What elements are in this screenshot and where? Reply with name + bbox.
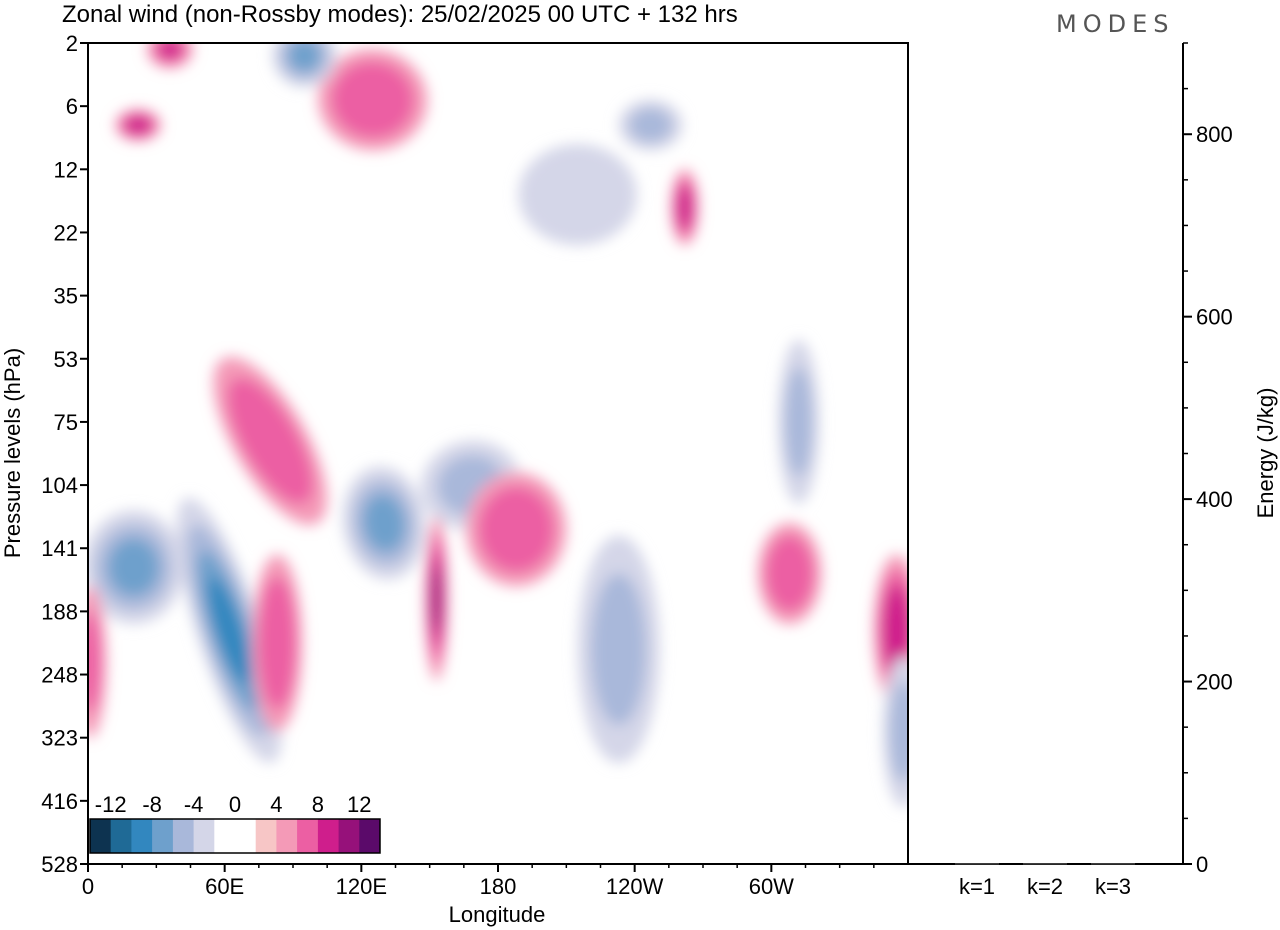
- y-tick-label: 22: [54, 220, 78, 245]
- x-tick-label: 0: [82, 874, 94, 899]
- x-tick-label: 180: [480, 874, 517, 899]
- colorbar-tick-label: -4: [184, 792, 204, 817]
- colorbar-swatch: [235, 819, 257, 853]
- x-tick-label: 60W: [749, 874, 794, 899]
- energy-axis-label: Energy (J/kg): [1253, 388, 1278, 519]
- wind-anomaly-blob-19-level-3: [640, 116, 662, 134]
- wind-anomaly-blob-15-level-4: [359, 87, 387, 113]
- y-tick-label: 323: [41, 726, 78, 751]
- colorbar-tick-label: 8: [312, 792, 324, 817]
- wind-anomaly-blob-20-level-5: [682, 199, 688, 215]
- y-tick-label: 248: [41, 663, 78, 688]
- wind-anomaly-blob-9-level-5: [434, 582, 439, 616]
- colorbar-tick-label: 4: [270, 792, 282, 817]
- wind-anomaly-blob-14-level-3: [896, 706, 908, 757]
- wind-anomaly-blob-5-level-4: [270, 620, 284, 666]
- colorbar-swatch: [90, 819, 112, 853]
- colorbar-swatch: [110, 819, 132, 853]
- wind-anomaly-blob-11-level-3: [791, 394, 806, 450]
- y-tick-label: 104: [41, 473, 78, 498]
- pressure-axis: 2 6 12 22 35 53 75 104 141 188 248 323 416 528: [41, 31, 88, 877]
- wind-anomaly-blob-22-level-3: [88, 636, 96, 688]
- energy-category-label: k=2: [1027, 874, 1063, 899]
- colorbar-frame: [89, 818, 381, 854]
- energy-tick-label: 800: [1196, 122, 1233, 147]
- energy-category-label: k=1: [959, 874, 995, 899]
- energy-bar: [955, 863, 999, 865]
- x-axis-label: Longitude: [449, 902, 546, 927]
- colorbar: -12 -8 -4 0 4 8 12: [89, 792, 381, 854]
- wind-anomaly-blob-18-level-5: [133, 121, 143, 129]
- y-tick-label: 53: [54, 347, 78, 372]
- wind-anomaly-blob-8-level-4: [503, 515, 529, 544]
- y-tick-label: 141: [41, 536, 78, 561]
- modes-logo: MODES: [1056, 10, 1174, 38]
- y-axis-label: Pressure levels (hPa): [0, 348, 25, 558]
- y-tick-label: 528: [41, 852, 78, 877]
- wind-anomaly-blob-13-level-5: [892, 615, 902, 646]
- longitude-axis: 0 60E 120E 180 120W 60W: [82, 864, 875, 899]
- energy-panel: 0 200 400 600 800 k=1 k=2 k=3: [955, 42, 1233, 899]
- energy-tick-label: 200: [1196, 670, 1233, 695]
- y-tick-label: 6: [66, 94, 78, 119]
- wind-anomaly-blob-21-level-2: [548, 169, 608, 220]
- wind-anomaly-blob-1-level-5: [218, 603, 240, 657]
- wind-contour-field: [88, 43, 908, 808]
- energy-category-label: k=3: [1095, 874, 1131, 899]
- colorbar-swatch: [214, 819, 236, 853]
- x-tick-label: 120W: [606, 874, 664, 899]
- wind-anomaly-blob-17-level-4: [164, 44, 176, 54]
- energy-tick-label: 400: [1196, 487, 1233, 512]
- colorbar-swatch: [193, 819, 215, 853]
- colorbar-swatch: [359, 819, 381, 853]
- colorbar-swatch: [338, 819, 360, 853]
- y-tick-label: 12: [54, 157, 78, 182]
- wind-anomaly-blob-3-level-4: [255, 419, 285, 462]
- wind-anomaly-blob-4-level-4: [121, 553, 147, 582]
- colorbar-tick-label: 0: [229, 792, 241, 817]
- y-tick-label: 2: [66, 31, 78, 56]
- colorbar-swatch: [317, 819, 340, 853]
- energy-tick-label: 0: [1196, 852, 1208, 877]
- wind-anomaly-blob-6-level-4: [373, 508, 395, 538]
- x-tick-label: 60E: [205, 874, 244, 899]
- y-tick-label: 188: [41, 599, 78, 624]
- colorbar-tick-label: 12: [347, 792, 371, 817]
- x-tick-label: 120E: [336, 874, 387, 899]
- energy-bar: [1023, 863, 1067, 865]
- y-tick-label: 75: [54, 410, 78, 435]
- colorbar-swatch: [131, 819, 153, 853]
- energy-bar: [1091, 863, 1135, 865]
- colorbar-swatch: [276, 819, 298, 853]
- energy-tick-label: 600: [1196, 305, 1233, 330]
- wind-anomaly-blob-10-level-3: [605, 611, 633, 688]
- colorbar-swatch: [152, 819, 174, 853]
- colorbar-tick-label: -12: [95, 792, 127, 817]
- colorbar-swatch: [297, 819, 319, 853]
- wind-anomaly-blob-12-level-4: [781, 560, 798, 587]
- wind-anomaly-blob-16-level-4: [296, 47, 313, 64]
- colorbar-tick-label: -8: [142, 792, 162, 817]
- y-tick-label: 416: [41, 789, 78, 814]
- chart-title: Zonal wind (non-Rossby modes): 25/02/202…: [62, 1, 738, 28]
- colorbar-swatch: [172, 819, 195, 853]
- colorbar-swatch: [255, 819, 277, 853]
- y-tick-label: 35: [54, 284, 78, 309]
